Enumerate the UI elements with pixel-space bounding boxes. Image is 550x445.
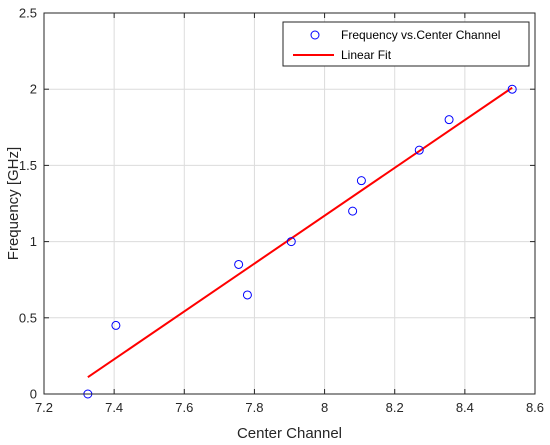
- legend: Frequency vs.Center Channel Linear Fit: [282, 21, 530, 67]
- data-point: [286, 237, 296, 247]
- y-tick-label: 0: [30, 387, 37, 402]
- y-tick-label: 1: [30, 234, 37, 249]
- legend-text-scatter: Frequency vs.Center Channel: [341, 28, 500, 42]
- data-point: [414, 145, 424, 155]
- linear-fit-line: [87, 86, 513, 379]
- data-point: [507, 84, 517, 94]
- x-tick-label: 7.2: [35, 400, 53, 415]
- legend-box: [282, 21, 530, 67]
- x-tick-label: 8.6: [526, 400, 544, 415]
- data-point: [444, 115, 454, 125]
- plot-marks: [83, 84, 517, 399]
- y-axis-label: Frequency [GHz]: [5, 147, 22, 260]
- data-point: [356, 176, 366, 186]
- x-tick-label: 7.8: [245, 400, 263, 415]
- x-tick-label: 7.4: [105, 400, 123, 415]
- data-point: [234, 259, 244, 269]
- plot-frame: [43, 12, 536, 395]
- legend-text-line: Linear Fit: [341, 48, 392, 62]
- x-tick-label: 8.4: [456, 400, 474, 415]
- ticks: [43, 12, 536, 395]
- y-tick-label: 1.5: [19, 158, 37, 173]
- tick-labels: 7.2 7.4 7.6 7.8 8 8.2 8.4 8.6 0 0.5 1 1.5 2 2.5: [19, 6, 544, 416]
- y-tick-label: 2.5: [19, 6, 37, 21]
- legend-marker-scatter: [310, 30, 320, 40]
- x-tick-label: 7.6: [175, 400, 193, 415]
- data-point: [111, 320, 121, 330]
- data-point: [242, 290, 252, 300]
- data-point: [348, 206, 358, 216]
- x-tick-label: 8: [321, 400, 328, 415]
- y-tick-label: 0.5: [19, 310, 37, 325]
- x-tick-label: 8.2: [386, 400, 404, 415]
- x-axis-label: Center Channel: [237, 425, 342, 442]
- y-tick-label: 2: [30, 82, 37, 97]
